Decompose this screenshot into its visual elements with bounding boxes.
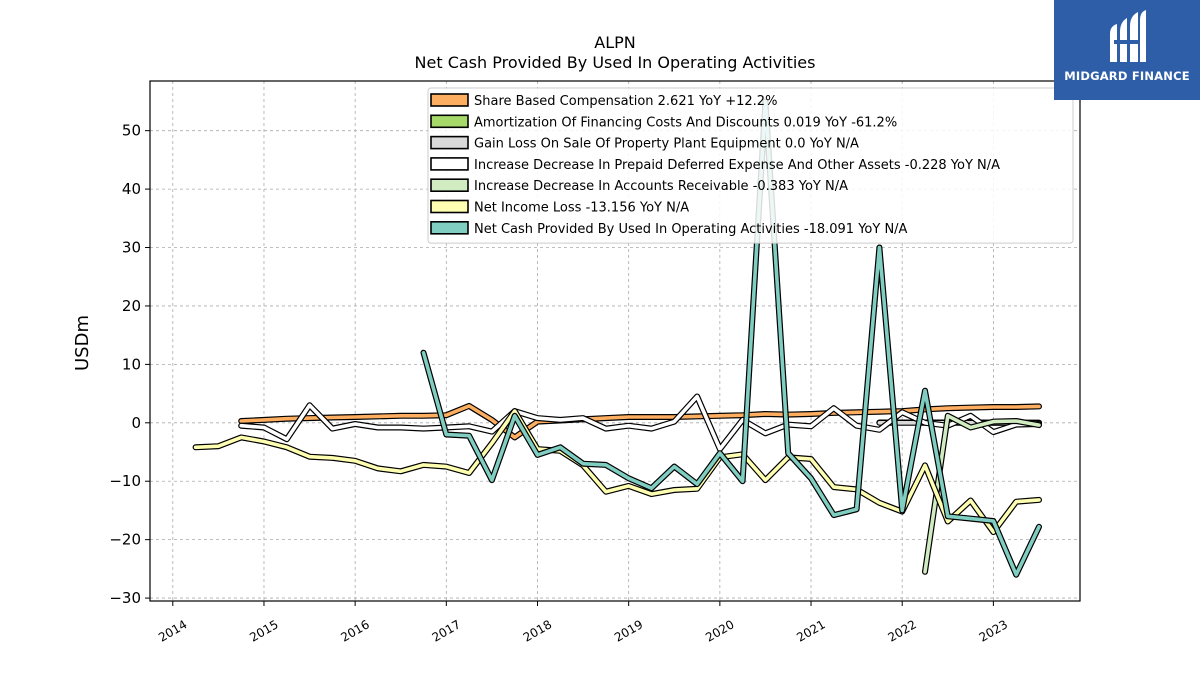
y-tick-label: 30	[122, 239, 141, 257]
y-tick-label: −30	[109, 589, 141, 607]
y-tick-label: 50	[122, 122, 141, 140]
series-line	[923, 413, 1041, 574]
brand-mark-icon	[1110, 10, 1146, 62]
legend-swatch	[430, 221, 469, 235]
x-tick-label: 2017	[430, 617, 463, 644]
y-tick-label: 0	[131, 414, 141, 432]
legend-swatch	[430, 93, 469, 107]
chart-subtitle: Net Cash Provided By Used In Operating A…	[415, 53, 816, 72]
y-tick-label: −10	[109, 472, 141, 490]
x-tick-label: 2019	[612, 617, 645, 644]
x-axis-ticks: 2014 2015 2016 2017 2018 2019 2020 2021 2022 2023	[156, 601, 1010, 645]
brand-logo: MIDGARD FINANCE	[1054, 0, 1200, 100]
y-tick-label: 10	[122, 355, 141, 373]
legend-label: Share Based Compensation 2.621 YoY +12.2…	[474, 94, 777, 109]
x-tick-label: 2014	[156, 617, 189, 644]
series-increase-decrease-in-prepaid-deferred-expense-and-other-assets	[238, 393, 1042, 453]
y-tick-label: 20	[122, 297, 141, 315]
x-tick-label: 2022	[885, 617, 918, 644]
legend-swatch	[430, 199, 469, 214]
x-tick-label: 2020	[703, 617, 736, 644]
y-axis-ticks: −30 −20 −10 0 10 20 30 40 50	[109, 122, 150, 607]
legend-label: Increase Decrease In Accounts Receivable…	[474, 179, 848, 194]
legend: Share Based Compensation 2.621 YoY +12.2…	[427, 87, 1074, 244]
legend-label: Increase Decrease In Prepaid Deferred Ex…	[474, 158, 1000, 173]
x-tick-label: 2016	[338, 617, 371, 644]
y-tick-label: 40	[122, 180, 141, 198]
x-tick-label: 2015	[247, 617, 280, 644]
series-net-income-loss	[192, 408, 1042, 536]
series-net-cash-provided-by-used-in-operating-activities	[420, 98, 1042, 578]
brand-name: MIDGARD FINANCE	[1064, 69, 1190, 83]
legend-swatch	[430, 114, 469, 129]
y-axis-label: USDm	[72, 315, 93, 371]
series-line	[193, 409, 1041, 534]
series-increase-decrease-in-accounts-receivable	[922, 412, 1042, 575]
legend-swatch	[430, 135, 469, 150]
chart-title: ALPN	[594, 33, 635, 52]
x-tick-label: 2021	[794, 617, 827, 644]
y-tick-label: −20	[109, 531, 141, 549]
x-tick-label: 2018	[521, 617, 554, 644]
legend-box	[427, 87, 1074, 244]
x-tick-label: 2023	[977, 617, 1010, 644]
legend-label: Net Income Loss -13.156 YoY N/A	[474, 201, 689, 216]
series-line	[239, 394, 1041, 451]
legend-label: Net Cash Provided By Used In Operating A…	[474, 222, 908, 237]
legend-swatch	[430, 178, 469, 192]
legend-label: Amortization Of Financing Costs And Disc…	[474, 115, 897, 130]
legend-label: Gain Loss On Sale Of Property Plant Equi…	[474, 137, 859, 152]
legend-swatch	[430, 157, 469, 171]
plot-frame	[149, 80, 1081, 602]
series-lines	[192, 98, 1042, 578]
series-line	[421, 99, 1041, 577]
